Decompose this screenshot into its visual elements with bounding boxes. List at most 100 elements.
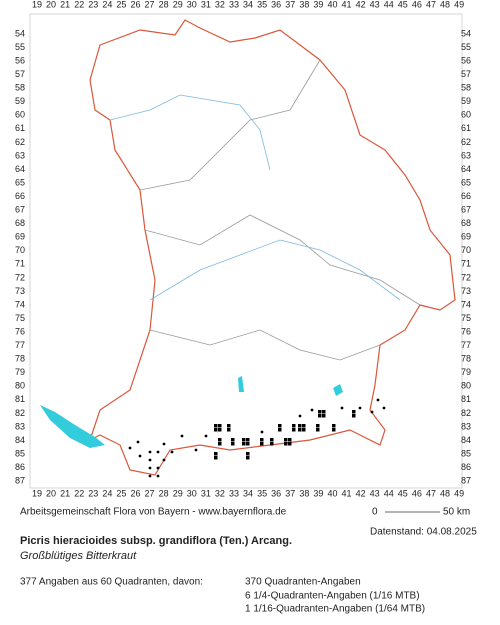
y-grid-label: 82: [15, 408, 25, 418]
stats-line: 6 1/4-Quadranten-Angaben (1/16 MTB): [245, 591, 420, 602]
occurrence-dot: [156, 466, 160, 470]
y-grid-label: 82: [461, 408, 471, 418]
scale-start: 0: [372, 507, 378, 518]
occurrence-square: [292, 424, 296, 428]
x-grid-label: 41: [342, 488, 352, 498]
occurrence-square: [318, 410, 322, 414]
x-grid-label: 42: [356, 0, 366, 9]
occurrence-square: [231, 438, 235, 442]
occurrence-square: [278, 428, 282, 432]
x-grid-label: 29: [173, 488, 183, 498]
x-grid-label: 26: [130, 488, 140, 498]
x-grid-label: 38: [299, 488, 309, 498]
y-grid-label: 63: [461, 150, 471, 160]
x-grid-label: 45: [398, 488, 408, 498]
y-grid-label: 75: [15, 313, 25, 323]
y-grid-label: 54: [461, 28, 471, 38]
x-grid-label: 29: [173, 0, 183, 9]
x-grid-label: 43: [370, 0, 380, 9]
x-grid-label: 32: [215, 488, 225, 498]
x-grid-label: 48: [440, 488, 450, 498]
occurrence-dot: [298, 414, 302, 418]
x-grid-label: 27: [145, 488, 155, 498]
x-grid-label: 42: [356, 488, 366, 498]
occurrence-square: [318, 414, 322, 418]
occurrence-dot: [148, 450, 152, 454]
occurrence-dot: [376, 398, 380, 402]
occurrence-square: [231, 442, 235, 446]
y-grid-label: 67: [15, 205, 25, 215]
occurrence-square: [246, 442, 250, 446]
occurrence-square: [246, 438, 250, 442]
x-grid-label: 44: [384, 0, 394, 9]
y-grid-label: 65: [15, 177, 25, 187]
occurrence-square: [242, 442, 246, 446]
occurrence-square: [302, 424, 306, 428]
y-grid-label: 86: [461, 462, 471, 472]
y-grid-label: 71: [15, 259, 25, 269]
district-border: [144, 214, 421, 306]
x-grid-label: 34: [243, 488, 253, 498]
occurrence-dot: [310, 408, 314, 412]
x-grid-label: 31: [201, 0, 211, 9]
y-grid-label: 72: [461, 272, 471, 282]
y-grid-label: 66: [15, 191, 25, 201]
x-grid-label: 40: [327, 488, 337, 498]
y-grid-label: 74: [15, 299, 25, 309]
y-grid-label: 62: [15, 137, 25, 147]
x-grid-label: 23: [88, 488, 98, 498]
occurrence-dot: [204, 434, 208, 438]
occurrence-dot: [148, 466, 152, 470]
y-grid-label: 73: [461, 286, 471, 296]
x-grid-label: 36: [271, 0, 281, 9]
y-grid-label: 65: [461, 177, 471, 187]
occurrence-square: [322, 414, 326, 418]
x-grid-label: 25: [116, 488, 126, 498]
occurrence-dot: [128, 446, 132, 450]
y-grid-label: 55: [15, 42, 25, 52]
x-grid-label: 45: [398, 0, 408, 9]
occurrence-square: [298, 428, 302, 432]
x-grid-label: 37: [285, 488, 295, 498]
x-grid-label: 39: [313, 0, 323, 9]
y-grid-label: 56: [15, 55, 25, 65]
y-grid-label: 81: [15, 394, 25, 404]
occurrence-square: [288, 438, 292, 442]
occurrence-square: [214, 424, 218, 428]
occurrence-dot: [156, 450, 160, 454]
y-grid-label: 59: [461, 96, 471, 106]
title: Picris hieracioides subsp. grandiflora (…: [20, 535, 292, 547]
occurrence-square: [214, 456, 218, 460]
x-grid-label: 46: [412, 0, 422, 9]
x-grid-label: 40: [327, 0, 337, 9]
y-grid-label: 80: [461, 381, 471, 391]
occurrence-dot: [170, 450, 174, 454]
x-grid-label: 19: [32, 488, 42, 498]
y-grid-label: 67: [461, 205, 471, 215]
occurrence-square: [270, 442, 274, 446]
y-grid-label: 70: [461, 245, 471, 255]
occurrence-square: [352, 414, 356, 418]
credit: Arbeitsgemeinschaft Flora von Bayern - w…: [20, 507, 287, 518]
x-grid-label: 26: [130, 0, 140, 9]
y-grid-label: 84: [461, 435, 471, 445]
y-grid-label: 69: [461, 232, 471, 242]
y-grid-label: 87: [15, 476, 25, 486]
district-border: [139, 59, 321, 191]
occurrence-dot: [340, 406, 344, 410]
occurrence-dot: [260, 430, 264, 434]
lake-chiemsee: [333, 384, 343, 396]
y-grid-label: 76: [15, 326, 25, 336]
y-grid-label: 60: [15, 110, 25, 120]
x-grid-label: 36: [271, 488, 281, 498]
occurrence-square: [288, 442, 292, 446]
y-grid-label: 79: [15, 367, 25, 377]
occurrence-square: [218, 438, 222, 442]
river: [149, 239, 401, 301]
x-grid-label: 27: [145, 0, 155, 9]
occurrence-square: [292, 428, 296, 432]
x-grid-label: 32: [215, 0, 225, 9]
occurrence-square: [227, 424, 231, 428]
y-grid-label: 87: [461, 476, 471, 486]
